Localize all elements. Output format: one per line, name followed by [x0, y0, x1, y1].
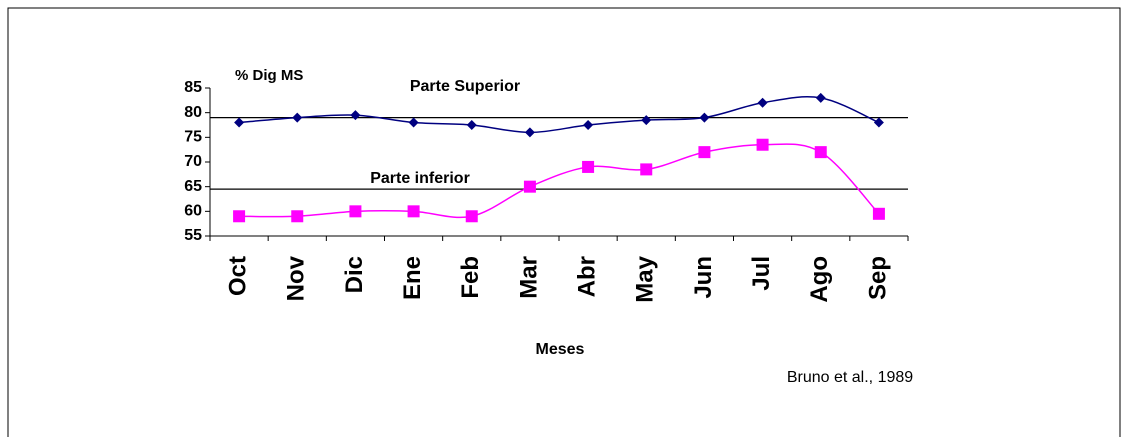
series-line: [239, 143, 880, 219]
marker: [291, 210, 304, 223]
marker: [523, 180, 536, 193]
marker: [233, 210, 246, 223]
marker: [408, 117, 419, 128]
x-tick-label: Ago: [806, 256, 833, 303]
x-tick-label: Dic: [341, 256, 368, 293]
y-tick-label: 65: [184, 178, 202, 195]
source: Bruno et al., 1989: [787, 369, 913, 386]
y-axis-label: % Dig MS: [235, 67, 303, 84]
marker: [465, 210, 478, 223]
series-label: Parte inferior: [370, 170, 470, 187]
marker: [524, 127, 535, 138]
frame: [7, 7, 1121, 437]
x-tick-label: Ene: [399, 256, 426, 300]
marker: [641, 115, 652, 126]
x-tick-label: Feb: [457, 256, 484, 299]
marker: [698, 146, 711, 159]
marker: [349, 205, 362, 218]
marker: [815, 92, 826, 103]
marker: [292, 112, 303, 123]
marker: [872, 207, 885, 220]
x-tick-label: Sep: [864, 256, 891, 300]
y-tick-label: 55: [184, 227, 202, 244]
x-tick-label: Jul: [748, 256, 775, 291]
series-label: Parte Superior: [410, 78, 520, 95]
y-tick-label: 70: [184, 153, 202, 170]
marker: [873, 117, 884, 128]
x-tick-label: Jun: [690, 256, 717, 299]
x-axis-label: Meses: [536, 341, 585, 358]
marker: [234, 117, 245, 128]
x-tick-label: Nov: [283, 255, 310, 301]
marker: [466, 120, 477, 130]
marker: [583, 120, 594, 130]
marker: [407, 205, 420, 218]
series-line: [239, 96, 880, 134]
x-tick-label: Abr: [573, 256, 600, 297]
marker: [757, 97, 768, 108]
marker: [582, 160, 595, 173]
marker: [350, 110, 361, 121]
y-tick-label: 80: [184, 104, 202, 121]
marker: [699, 112, 710, 123]
x-tick-label: May: [632, 255, 659, 302]
x-tick-label: Mar: [515, 256, 542, 299]
marker: [640, 163, 653, 176]
marker: [814, 146, 827, 159]
x-tick-label: Oct: [224, 256, 251, 296]
marker: [756, 138, 769, 151]
y-tick-label: 60: [184, 203, 202, 220]
y-tick-label: 85: [184, 79, 202, 96]
y-tick-label: 75: [184, 129, 202, 146]
